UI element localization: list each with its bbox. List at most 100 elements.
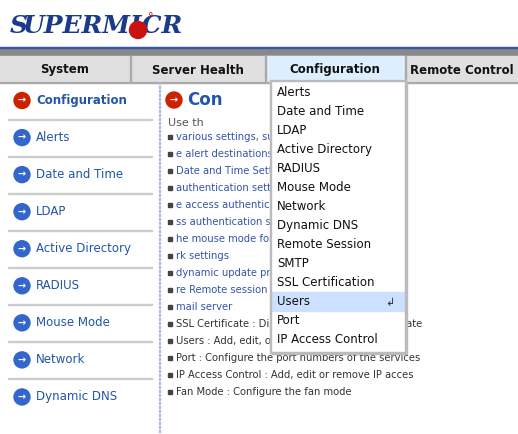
Text: dynamic update prope: dynamic update prope [176, 268, 289, 278]
Bar [159, 358, 160, 360]
Text: UPERMICR: UPERMICR [23, 14, 183, 38]
Text: Alerts: Alerts [36, 131, 70, 144]
Bar [159, 262, 160, 264]
Bar [159, 282, 160, 284]
Text: Configuration: Configuration [36, 94, 127, 107]
Circle shape [14, 130, 30, 145]
Text: mail server: mail server [176, 302, 232, 312]
Bar [8, 304, 152, 305]
Bar [159, 206, 160, 208]
Text: →: → [18, 392, 26, 402]
Text: Con: Con [187, 91, 223, 109]
Bar [0, 47, 518, 48]
Text: Port: Port [277, 314, 300, 327]
Bar [159, 326, 160, 328]
Circle shape [14, 241, 30, 257]
Bar [159, 162, 160, 164]
Text: authentication settings: authentication settings [176, 183, 292, 193]
Bar [159, 186, 160, 188]
Bar [159, 182, 160, 184]
Circle shape [14, 167, 30, 183]
Bar [0, 48, 518, 56]
Bar [159, 250, 160, 252]
Bar [159, 114, 160, 116]
Text: IP Access Control: IP Access Control [277, 333, 378, 346]
Circle shape [166, 92, 182, 108]
Bar [160, 82, 518, 434]
Text: Port : Configure the port numbers of the services: Port : Configure the port numbers of the… [176, 353, 420, 363]
Bar [159, 198, 160, 200]
Bar [159, 82, 160, 84]
Text: Mouse Mode: Mouse Mode [277, 181, 351, 194]
Bar [159, 394, 160, 396]
Text: Configuration: Configuration [290, 63, 380, 76]
Bar [405, 56, 406, 82]
Text: →: → [18, 244, 26, 254]
Bar [159, 286, 160, 288]
Text: Remote Session: Remote Session [277, 238, 371, 251]
Text: Fan Mode : Configure the fan mode: Fan Mode : Configure the fan mode [176, 387, 352, 397]
Bar [159, 94, 160, 96]
Bar [159, 406, 160, 408]
Bar [159, 242, 160, 244]
Text: LDAP: LDAP [36, 205, 66, 218]
Bar [159, 170, 160, 172]
Bar [270, 80, 405, 352]
Text: Dynamic DNS: Dynamic DNS [277, 219, 358, 232]
Text: SSL Certification: SSL Certification [277, 276, 375, 289]
Text: Network: Network [36, 353, 85, 366]
Bar [159, 418, 160, 420]
Bar [159, 238, 160, 240]
Text: Mouse Mode: Mouse Mode [36, 316, 110, 329]
Text: re Remote session set: re Remote session set [176, 285, 286, 295]
Bar [159, 210, 160, 212]
Bar [272, 82, 407, 354]
Bar [159, 130, 160, 132]
Bar [159, 122, 160, 124]
Text: Network: Network [277, 200, 326, 213]
Bar [265, 56, 405, 82]
Bar [159, 270, 160, 272]
Bar [159, 138, 160, 140]
Text: →: → [18, 95, 26, 105]
Bar [159, 310, 160, 312]
Bar [159, 366, 160, 368]
Text: →: → [18, 318, 26, 328]
Text: LDAP: LDAP [277, 124, 307, 137]
Bar [159, 86, 160, 88]
Bar [159, 370, 160, 372]
Bar [159, 346, 160, 348]
Bar [159, 230, 160, 232]
Text: Date and Time Setting: Date and Time Setting [176, 166, 288, 176]
Text: SSL Certificate : Display or upload SSL Certificate: SSL Certificate : Display or upload SSL … [176, 319, 422, 329]
Bar [159, 98, 160, 100]
Bar [159, 234, 160, 236]
Bar [0, 82, 160, 434]
Bar [159, 150, 160, 152]
Bar [159, 294, 160, 296]
Text: Active Directory: Active Directory [36, 242, 131, 255]
Bar [159, 266, 160, 268]
Bar [159, 102, 160, 104]
Bar [159, 154, 160, 156]
Bar [0, 82, 518, 83]
Circle shape [14, 204, 30, 220]
Text: Server Health: Server Health [152, 63, 243, 76]
Bar [405, 80, 406, 353]
Text: Users : Add, edit, or remove users: Users : Add, edit, or remove users [176, 336, 346, 346]
Text: Alerts: Alerts [277, 86, 311, 99]
Text: RADIUS: RADIUS [277, 162, 321, 175]
Bar [8, 156, 152, 157]
Bar [159, 334, 160, 336]
Bar [159, 350, 160, 352]
Circle shape [14, 92, 30, 108]
Text: →: → [18, 355, 26, 365]
Bar [159, 146, 160, 148]
Text: →: → [18, 170, 26, 180]
Text: Active Directory: Active Directory [277, 143, 372, 156]
Bar [159, 246, 160, 248]
Bar [159, 118, 160, 120]
Bar [271, 292, 404, 311]
Bar [8, 378, 152, 379]
Bar [159, 298, 160, 300]
